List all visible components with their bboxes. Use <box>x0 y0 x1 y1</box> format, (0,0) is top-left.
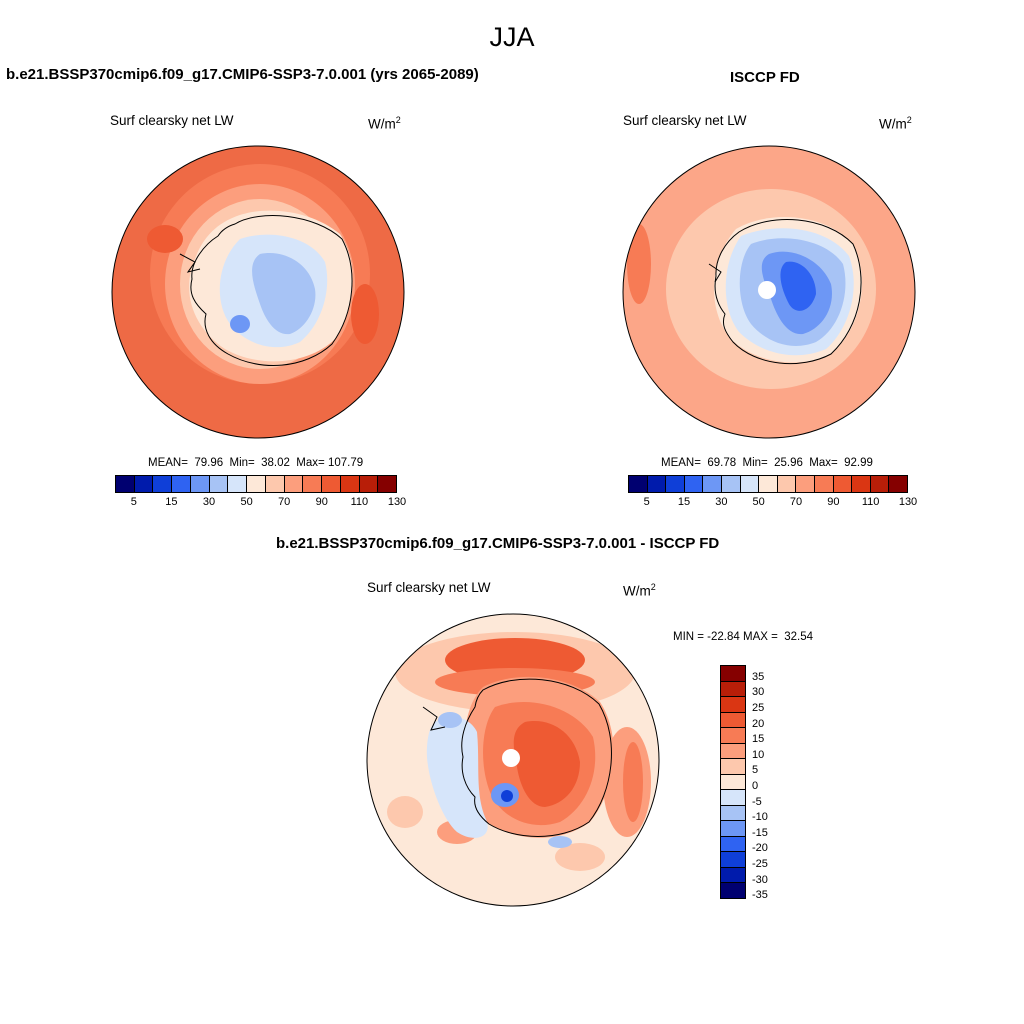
panel-3-colorbar-swatch <box>721 836 745 853</box>
panel-2-colorbar-swatch <box>740 476 760 492</box>
panel-1-colorbar-tick-label: 90 <box>315 496 328 508</box>
panel-3-colorbar-tick-label: -30 <box>752 873 768 886</box>
panel-3-colorbar-tick-label: 25 <box>752 701 765 714</box>
panel-2-colorbar-swatch <box>889 476 907 492</box>
panel-3-stats: MIN = -22.84 MAX = 32.54 <box>673 631 813 643</box>
panel-3-colorbar-tick-label: 10 <box>752 748 765 761</box>
panel-1-colorbar-tick-label: 110 <box>350 496 369 508</box>
panel-2-polar-map <box>622 145 916 439</box>
panel-2-colorbar-swatch <box>666 476 685 492</box>
panel-3-colorbar-tick-label: 0 <box>752 779 759 792</box>
panel-2-colorbar-tick-label: 130 <box>898 496 918 508</box>
panel-3-colorbar-tick-label: -5 <box>752 795 762 808</box>
panel-3-polar-map <box>366 613 660 907</box>
panel-3-colorbar-tick-label: -10 <box>752 811 768 824</box>
panel-3-colorbar-swatch <box>721 805 745 822</box>
panel-2-colorbar-swatch <box>684 476 704 492</box>
panel-2-colorbar-swatch <box>721 476 741 492</box>
panel-3-colorbar-swatch <box>721 728 745 744</box>
panel-2-colorbar-tick-label: 50 <box>752 496 765 508</box>
panel-3-colorbar-tick-label: -20 <box>752 842 768 855</box>
panel-2-colorbar-swatch <box>833 476 853 492</box>
panel-1-variable-label: Surf clearsky net LW <box>110 113 234 128</box>
panel-2-title: ISCCP FD <box>730 69 800 86</box>
panel-3-colorbar-tick-label: 35 <box>752 670 765 683</box>
panel-1-polar-map <box>111 145 405 439</box>
panel-2-stats: MEAN= 69.78 Min= 25.96 Max= 92.99 <box>661 457 873 469</box>
panel-3-colorbar-tick-label: 20 <box>752 717 765 730</box>
panel-1-colorbar-swatch <box>153 476 173 492</box>
panel-2-colorbar-swatch <box>796 476 815 492</box>
panel-3-colorbar-swatch <box>721 867 745 884</box>
panel-1-colorbar-swatch <box>340 476 360 492</box>
panel-1-colorbar-tick-label: 130 <box>387 496 407 508</box>
panel-3-colorbar-swatch <box>721 743 745 760</box>
panel-1-colorbar <box>115 475 397 493</box>
panel-1-colorbar-tick-label: 5 <box>130 496 137 508</box>
panel-1-colorbar-tick-label: 50 <box>240 496 253 508</box>
panel-1-colorbar-swatch <box>247 476 266 492</box>
panel-2-units: W/m2 <box>879 115 912 132</box>
panel-1-stats: MEAN= 79.96 Min= 38.02 Max= 107.79 <box>148 457 364 469</box>
panel-1-colorbar-swatch <box>172 476 191 492</box>
panel-3-colorbar-swatch <box>721 697 745 713</box>
panel-2-colorbar-tick-label: 70 <box>789 496 803 508</box>
panel-1-colorbar-swatch <box>228 476 248 492</box>
panel-1-units: W/m2 <box>368 115 401 132</box>
panel-3-colorbar <box>720 665 746 899</box>
panel-1-colorbar-swatch <box>303 476 323 492</box>
panel-2-colorbar-swatch <box>814 476 834 492</box>
panel-2-colorbar-swatch <box>777 476 797 492</box>
panel-1-colorbar-swatch <box>134 476 154 492</box>
panel-2-colorbar-swatch <box>647 476 667 492</box>
panel-1-colorbar-swatch <box>265 476 285 492</box>
panel-2-colorbar-tick-label: 30 <box>715 496 728 508</box>
panel-3-colorbar-ticks: 35 30 25 20 15 10 5 0 -5 -10 -15 -20 -25 -30 -35 <box>752 665 792 902</box>
panel-1-colorbar-swatch <box>190 476 210 492</box>
panel-3-colorbar-swatch <box>721 821 745 837</box>
panel-3-colorbar-swatch <box>721 883 745 898</box>
panel-3-variable-label: Surf clearsky net LW <box>367 580 491 595</box>
panel-3-colorbar-swatch <box>721 666 745 682</box>
panel-2-colorbar-swatch <box>703 476 722 492</box>
figure-title: JJA <box>489 22 535 52</box>
panel-3-colorbar-swatch <box>721 681 745 698</box>
panel-3-title: b.e21.BSSP370cmip6.f09_g17.CMIP6-SSP3-7.… <box>276 535 720 552</box>
panel-2-variable-label: Surf clearsky net LW <box>623 113 747 128</box>
panel-2-colorbar-ticks: 5 15 30 50 70 90 110 130 <box>628 496 918 510</box>
panel-2-colorbar-swatch <box>852 476 871 492</box>
panel-2-colorbar <box>628 475 908 493</box>
panel-2-colorbar-tick-label: 110 <box>861 496 880 508</box>
panel-3-colorbar-swatch <box>721 759 745 775</box>
panel-1-colorbar-tick-label: 15 <box>165 496 178 508</box>
panel-3-colorbar-swatch <box>721 712 745 729</box>
panel-2-colorbar-swatch <box>759 476 778 492</box>
panel-3-colorbar-swatch <box>721 774 745 791</box>
panel-1-colorbar-swatch <box>284 476 304 492</box>
panel-3-colorbar-tick-label: 30 <box>752 686 765 699</box>
panel-1-title: b.e21.BSSP370cmip6.f09_g17.CMIP6-SSP3-7.… <box>6 66 479 83</box>
panel-3-colorbar-tick-label: -15 <box>752 826 768 839</box>
panel-3-colorbar-tick-label: 15 <box>752 733 765 746</box>
panel-2-colorbar-swatch <box>870 476 890 492</box>
panel-1-colorbar-swatch <box>116 476 135 492</box>
panel-3-colorbar-tick-label: -25 <box>752 857 768 870</box>
panel-1-colorbar-tick-label: 30 <box>202 496 216 508</box>
panel-1-colorbar-swatch <box>322 476 341 492</box>
panel-1-colorbar-swatch <box>359 476 379 492</box>
panel-1-colorbar-tick-label: 70 <box>278 496 291 508</box>
panel-3-colorbar-swatch <box>721 790 745 806</box>
panel-1-colorbar-swatch <box>378 476 397 492</box>
panel-2-colorbar-swatch <box>629 476 648 492</box>
panel-2-colorbar-tick-label: 15 <box>677 496 691 508</box>
panel-3-units: W/m2 <box>623 582 656 599</box>
panel-2-colorbar-tick-label: 90 <box>827 496 840 508</box>
panel-2-colorbar-tick-label: 5 <box>643 496 650 508</box>
panel-3-colorbar-tick-label: 5 <box>752 764 759 777</box>
panel-3-colorbar-swatch <box>721 852 745 868</box>
panel-1-colorbar-swatch <box>209 476 229 492</box>
panel-3-colorbar-tick-label: -35 <box>752 889 768 902</box>
panel-1-colorbar-ticks: 5 15 30 50 70 90 110 130 <box>115 496 406 510</box>
